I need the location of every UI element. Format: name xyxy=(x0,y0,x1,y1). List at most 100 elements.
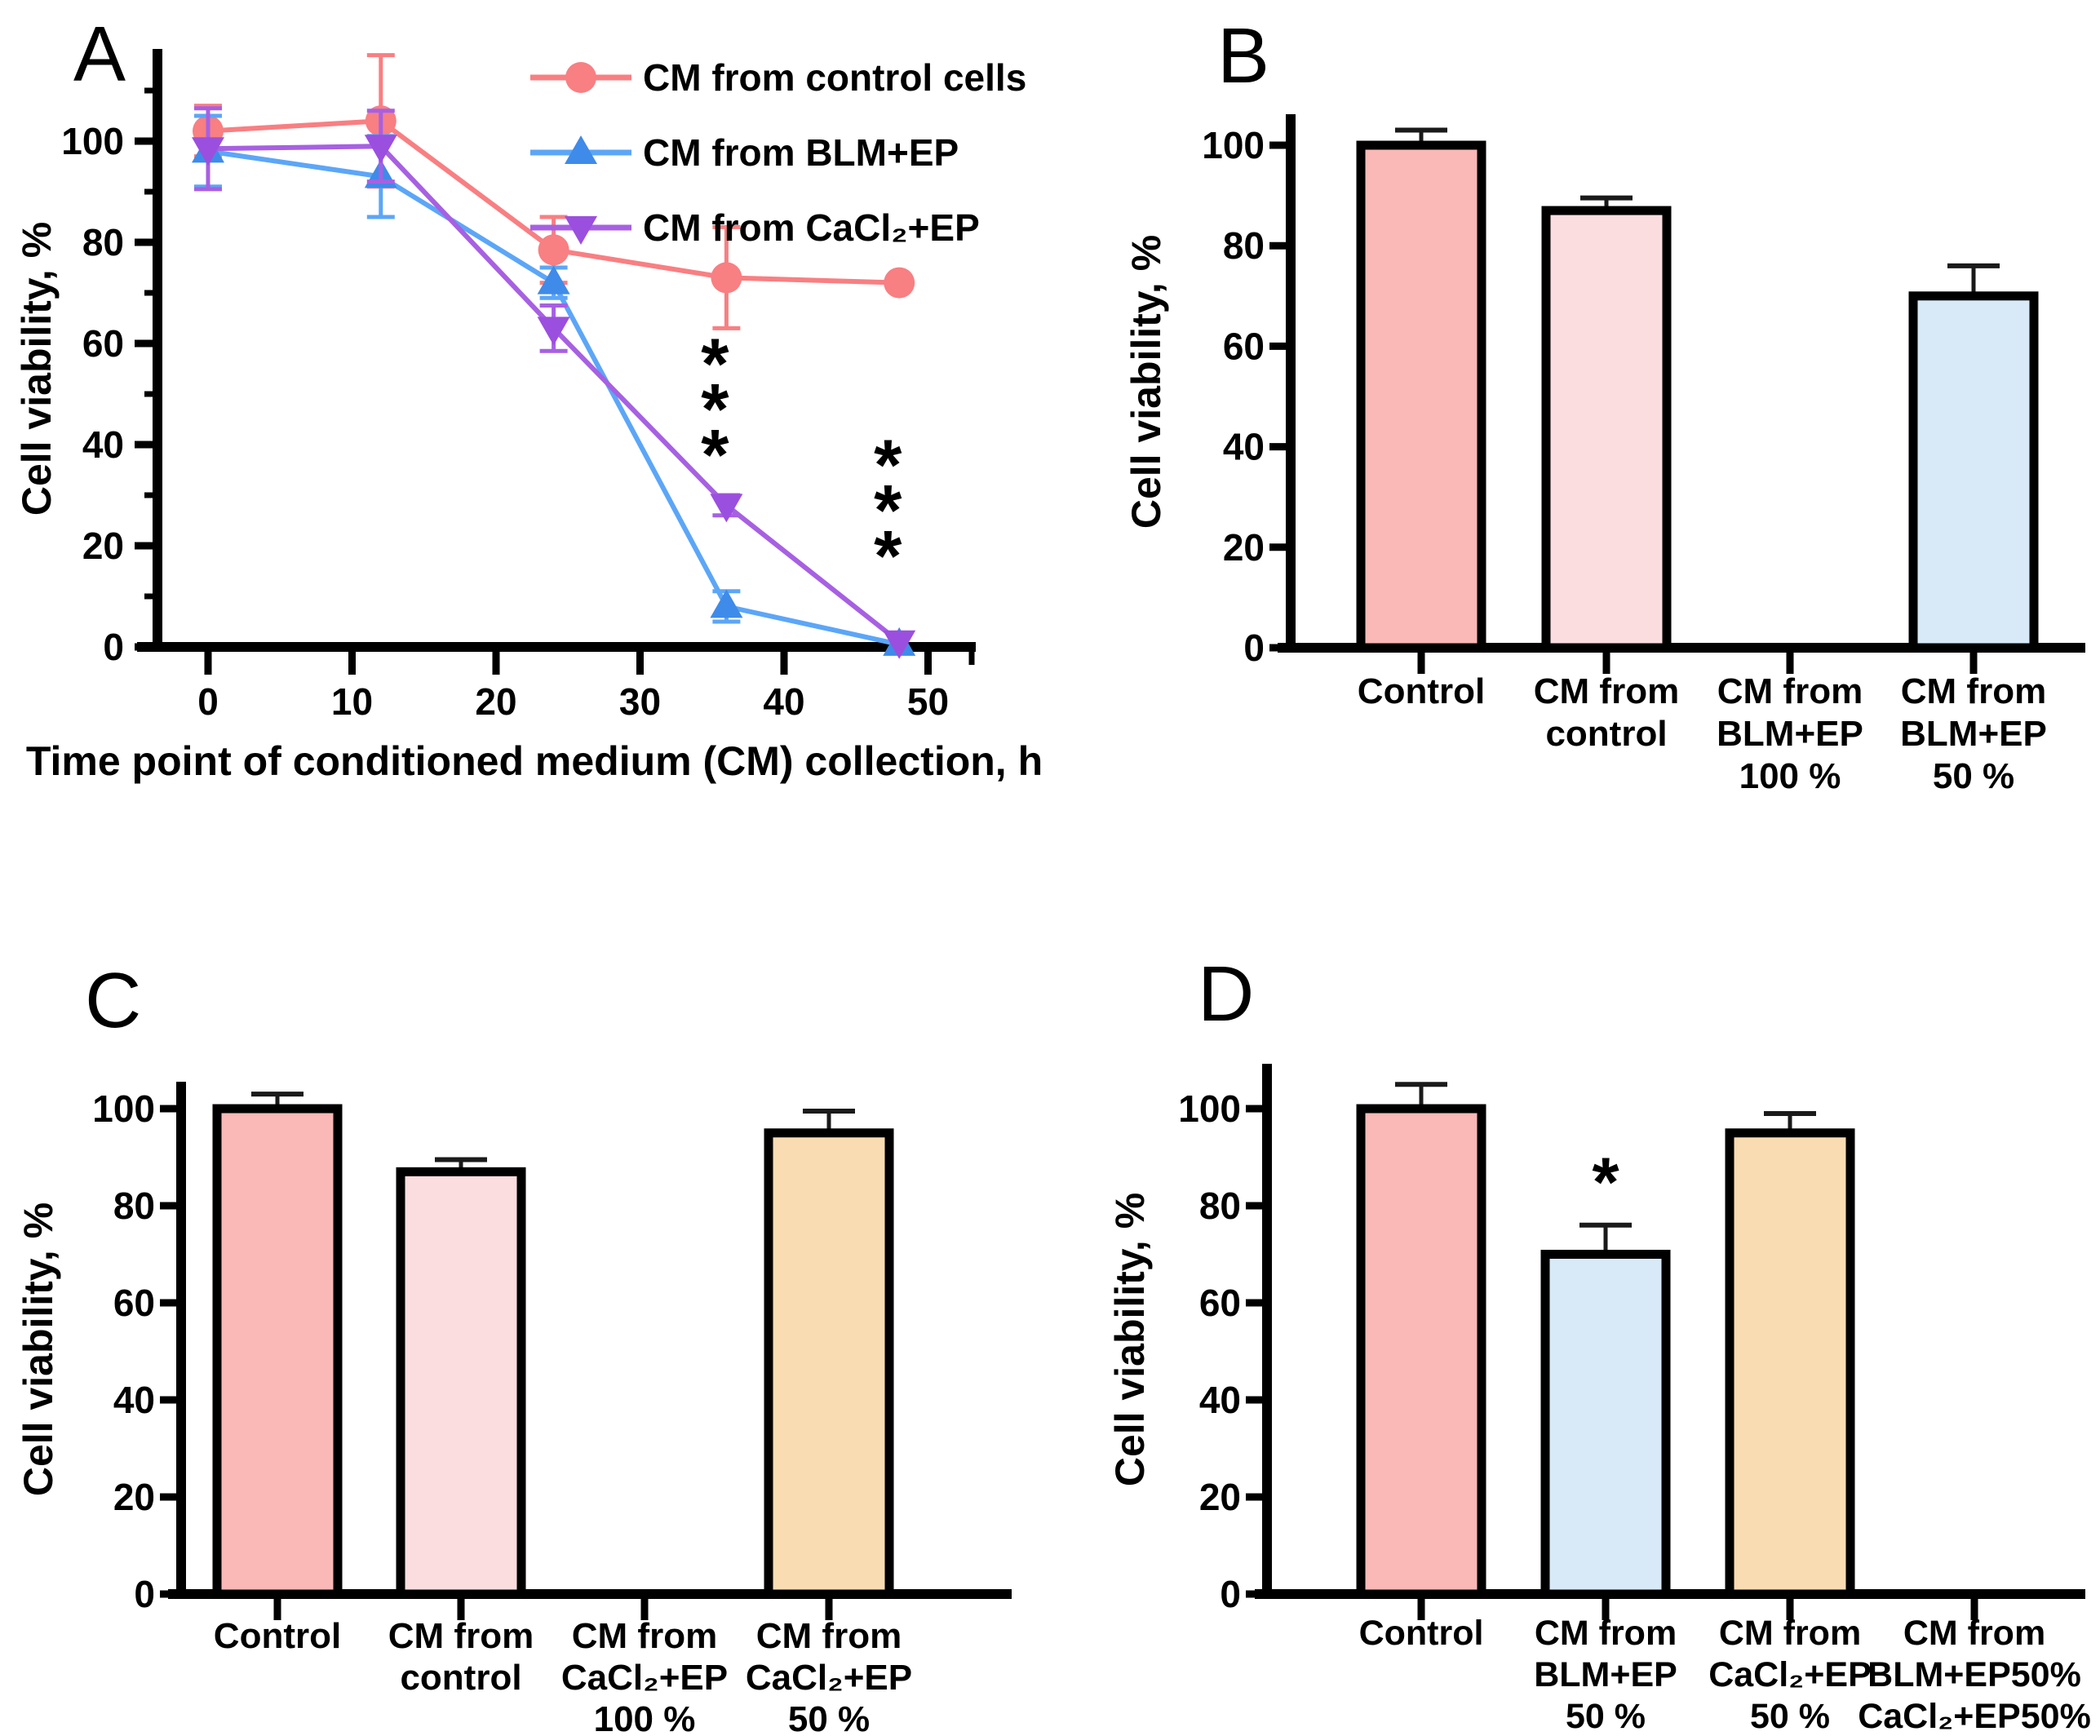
y-axis-title-text: Cell viability, % xyxy=(14,222,60,516)
bar-group-3 xyxy=(764,1108,894,1599)
bar xyxy=(1356,140,1486,653)
y-axis: 0 20 40 60 80 100 xyxy=(92,1082,186,1615)
x-tick-label: 10 xyxy=(331,680,373,723)
y-tick-label: 0 xyxy=(103,626,124,668)
y-axis-title: Cell viability, % xyxy=(1107,1193,1153,1486)
y-tick-label: 0 xyxy=(134,1573,155,1615)
panel-b-letter: B xyxy=(1217,12,1270,100)
y-tick-label: 100 xyxy=(92,1087,155,1130)
category-label-line: CM from xyxy=(1535,1614,1677,1653)
category-label-line: control xyxy=(1545,714,1667,754)
series-marker xyxy=(538,234,569,266)
star: * xyxy=(874,515,902,596)
series-marker xyxy=(710,589,743,618)
series-marker xyxy=(537,265,570,294)
x-axis: 0 10 20 30 40 50 xyxy=(137,642,976,723)
category-label-line: CM from xyxy=(1719,1614,1861,1653)
y-axis-title-text: Cell viability, % xyxy=(1123,235,1169,529)
y-axis-title-text: Cell viability, % xyxy=(1107,1193,1153,1486)
category-label-line: Control xyxy=(1359,1614,1484,1653)
legend-label: CM from control cells xyxy=(643,56,1026,99)
category-label-line: BLM+EP xyxy=(1900,714,2047,754)
y-tick-label: 80 xyxy=(1223,224,1265,267)
x-tick-label: 40 xyxy=(763,680,804,723)
category-label-line: CaCl₂+EP50% xyxy=(1858,1697,2091,1736)
category-label-line: CM from xyxy=(1901,671,2046,711)
series-2 xyxy=(192,106,916,659)
category-label-line: BLM+EP50% xyxy=(1867,1655,2081,1694)
bar xyxy=(212,1104,343,1599)
panel-c-letter: C xyxy=(85,957,142,1044)
y-tick-label: 20 xyxy=(1199,1476,1241,1518)
star: * xyxy=(701,323,729,404)
series-marker xyxy=(710,494,743,523)
bar xyxy=(1908,291,2039,653)
category-label-line: CM from xyxy=(388,1616,534,1656)
y-tick-label: 100 xyxy=(1202,124,1265,166)
series-marker xyxy=(884,267,915,299)
star: * xyxy=(701,369,729,450)
x-tick-label: 30 xyxy=(619,680,661,723)
series-1 xyxy=(192,113,916,656)
y-tick-label: 20 xyxy=(1223,526,1265,569)
star: * xyxy=(874,424,902,505)
y-axis: 0 20 40 60 80 100 xyxy=(1178,1064,1272,1615)
panel-b-bar-chart: 0 20 40 60 80 100 Cell viability, % Control CM f… xyxy=(1123,114,2085,796)
category-label-0: Control xyxy=(214,1616,341,1656)
bar-group-0 xyxy=(1356,1082,1486,1599)
series-marker xyxy=(192,137,224,166)
panel-c-bar-chart: 0 20 40 60 80 100 Cell viability, % Control CM f… xyxy=(16,1082,1012,1736)
x-tick-label: 20 xyxy=(475,680,516,723)
category-label-line: 50 % xyxy=(1566,1697,1646,1736)
category-label-line: BLM+EP xyxy=(1534,1655,1677,1694)
series-marker xyxy=(565,135,597,164)
y-tick-label: 100 xyxy=(1178,1087,1241,1130)
legend: CM from control cells CM from BLM+EP CM fr… xyxy=(530,56,1026,249)
star: * xyxy=(701,414,729,494)
category-label-line: CM from xyxy=(756,1616,902,1656)
y-tick-label: 40 xyxy=(1199,1379,1241,1421)
category-label-line: CM from xyxy=(572,1616,717,1656)
y-tick-label: 40 xyxy=(113,1379,155,1421)
category-label-line: CM from xyxy=(1534,671,1679,711)
y-tick-label: 0 xyxy=(1243,627,1265,669)
bar xyxy=(1356,1104,1486,1599)
series-marker xyxy=(364,135,397,164)
y-axis-title-text: Cell viability, % xyxy=(16,1202,61,1496)
category-label-line: CaCl₂+EP xyxy=(561,1658,728,1698)
star: * xyxy=(874,470,902,551)
bar xyxy=(396,1167,526,1599)
bar-group-1 xyxy=(1540,1222,1671,1599)
category-label-line: CaCl₂+EP xyxy=(746,1658,912,1698)
y-axis-title: Cell viability, % xyxy=(14,222,60,516)
bar-group-0 xyxy=(1356,127,1486,653)
bar xyxy=(1541,206,1672,653)
y-tick-label: 80 xyxy=(82,221,124,264)
bar-group-1 xyxy=(1541,195,1672,653)
category-label-line: CM from xyxy=(1903,1614,2045,1653)
y-tick-label: 80 xyxy=(1199,1185,1241,1227)
category-label-line: Control xyxy=(1358,671,1485,711)
y-tick-label: 40 xyxy=(82,423,124,466)
series-marker xyxy=(565,216,597,245)
category-label-line: Control xyxy=(214,1616,341,1656)
bar-group-0 xyxy=(212,1092,343,1599)
category-label-line: BLM+EP xyxy=(1717,714,1863,754)
y-tick-label: 60 xyxy=(113,1282,155,1324)
significance-stars: *** xyxy=(874,424,902,596)
y-tick-label: 80 xyxy=(113,1185,155,1227)
panel-d-bar-chart: 0 20 40 60 80 100 Cell viability, % Control CM f… xyxy=(1107,1064,2091,1736)
category-label-0: Control xyxy=(1359,1614,1484,1653)
x-axis-title-text: Time point of conditioned medium (CM) co… xyxy=(26,738,1043,784)
y-axis: 0 20 40 60 80 100 xyxy=(1202,114,1296,669)
category-label-line: 50 % xyxy=(788,1699,870,1736)
bar-group-2 xyxy=(1725,1110,1855,1599)
y-axis-title: Cell viability, % xyxy=(16,1202,61,1496)
